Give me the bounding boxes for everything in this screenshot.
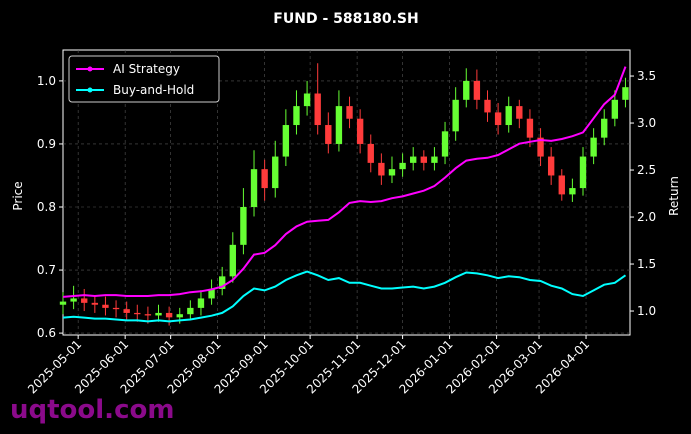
candle-body bbox=[463, 80, 470, 100]
candle-body bbox=[134, 312, 141, 315]
y2-axis-label: Return bbox=[667, 176, 681, 216]
candle-body bbox=[611, 99, 619, 119]
candle-body bbox=[208, 288, 215, 299]
candle-body bbox=[229, 244, 236, 277]
candle-body bbox=[303, 93, 311, 107]
line-series bbox=[62, 270, 627, 323]
candle-body bbox=[473, 80, 481, 100]
candle-body bbox=[165, 312, 173, 318]
candle-body bbox=[155, 312, 162, 316]
candle-body bbox=[399, 162, 406, 170]
y2-tick-label: 2.0 bbox=[637, 210, 656, 224]
candle-body bbox=[441, 131, 449, 157]
candle-body bbox=[282, 125, 290, 157]
candle-body bbox=[81, 298, 88, 303]
candle-body bbox=[547, 156, 555, 176]
y2-tick-label: 2.5 bbox=[637, 163, 656, 177]
candle-body bbox=[346, 106, 353, 119]
candle-body bbox=[505, 106, 512, 126]
candle-body bbox=[250, 169, 258, 208]
candle-body bbox=[335, 106, 343, 144]
plot-frame bbox=[62, 49, 631, 336]
y-axis-label: Price bbox=[11, 181, 25, 210]
y-tick-label: 0.6 bbox=[37, 326, 56, 340]
y-tick-label: 1.0 bbox=[37, 74, 56, 88]
candle-body bbox=[452, 99, 459, 132]
candle-body bbox=[516, 106, 523, 119]
y2-tick-label: 1.0 bbox=[637, 304, 656, 318]
candle-body bbox=[590, 137, 597, 157]
candle-body bbox=[102, 304, 109, 308]
candle-body bbox=[356, 118, 364, 144]
watermark: uqtool.com bbox=[10, 395, 174, 425]
candle-body bbox=[420, 156, 428, 163]
legend-box bbox=[68, 55, 220, 103]
y2-tick-label: 3.5 bbox=[637, 69, 656, 83]
candle-body bbox=[537, 137, 544, 157]
candle-body bbox=[240, 207, 247, 245]
candle-body bbox=[431, 156, 438, 163]
candle-body bbox=[494, 112, 502, 126]
chart-title: FUND - 588180.SH bbox=[273, 11, 418, 27]
candle-body bbox=[410, 156, 417, 163]
candle-body bbox=[176, 314, 183, 318]
y2-tick-label: 3.0 bbox=[637, 116, 656, 130]
candle-body bbox=[569, 188, 576, 195]
y-tick-label: 0.8 bbox=[37, 200, 56, 214]
candle-body bbox=[579, 156, 587, 189]
candle-body bbox=[558, 175, 565, 195]
candle-body bbox=[526, 118, 534, 138]
y-tick-label: 0.7 bbox=[37, 263, 56, 277]
y2-tick-label: 1.5 bbox=[637, 257, 656, 271]
candle-body bbox=[219, 276, 226, 289]
candle-body bbox=[325, 125, 332, 144]
candle-body bbox=[112, 307, 120, 310]
candle-body bbox=[388, 169, 396, 176]
candle-body bbox=[367, 143, 374, 163]
candle-body bbox=[314, 93, 321, 126]
legend-label: AI Strategy bbox=[113, 62, 180, 76]
y-tick-label: 0.9 bbox=[37, 137, 56, 151]
candle-body bbox=[59, 301, 67, 305]
candle-body bbox=[272, 156, 279, 189]
candle-body bbox=[187, 307, 194, 315]
candle-body bbox=[484, 99, 491, 113]
candle-body bbox=[601, 118, 608, 138]
candle-body bbox=[293, 106, 300, 126]
candle-body bbox=[378, 162, 385, 176]
candle-body bbox=[197, 298, 205, 308]
legend-label: Buy-and-Hold bbox=[113, 83, 194, 97]
candle-body bbox=[622, 87, 629, 100]
candle-body bbox=[123, 309, 130, 313]
candle-body bbox=[91, 302, 99, 305]
candle-body bbox=[261, 169, 268, 189]
line-series bbox=[62, 66, 627, 298]
candle-body bbox=[70, 298, 77, 302]
legend-marker bbox=[87, 87, 93, 93]
candle-body bbox=[144, 314, 152, 316]
legend-marker bbox=[87, 66, 93, 72]
